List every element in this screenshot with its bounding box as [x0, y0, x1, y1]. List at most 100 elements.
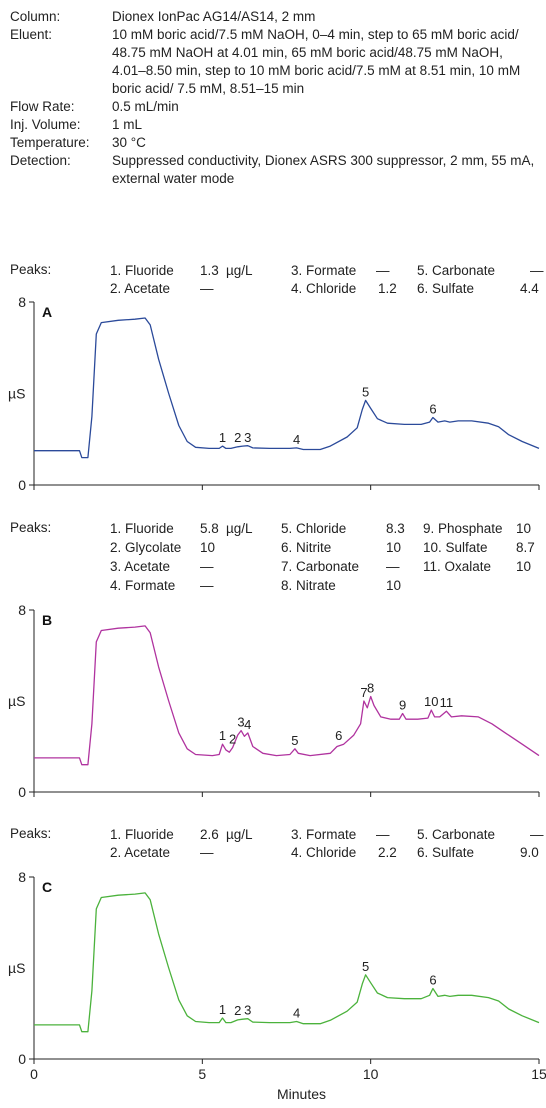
peak-value: — — [200, 559, 214, 574]
peak-number-label: 6 — [335, 728, 342, 743]
peak-number-label: 5 — [362, 384, 369, 399]
panel-letter: A — [42, 304, 52, 320]
peak-name: 6. Sulfate — [417, 281, 475, 296]
peak-number-label: 10 — [424, 694, 438, 709]
peak-value: 2.6 — [200, 827, 219, 842]
peak-number-label: 2 — [234, 1003, 241, 1018]
peak-value: — — [200, 578, 214, 593]
x-tick-label: 15 — [531, 1066, 546, 1082]
peak-number-label: 4 — [244, 717, 251, 732]
peak-name: 4. Formate — [110, 578, 176, 593]
peak-number-label: 2 — [229, 732, 236, 747]
peak-value: 1.2 — [378, 281, 397, 296]
y-tick-label: 0 — [18, 1051, 26, 1067]
peaks-label: Peaks: — [10, 262, 52, 277]
peak-name: 5. Chloride — [281, 521, 347, 536]
panel-letter: C — [42, 879, 52, 895]
condition-row-inj-volume: Inj. Volume: 1 mL — [10, 116, 540, 134]
condition-label: Detection: — [10, 153, 71, 168]
peak-value: — — [376, 263, 390, 278]
series-line-a — [34, 317, 540, 459]
condition-row-flow-rate: Flow Rate: 0.5 mL/min — [10, 98, 540, 116]
peak-name: 8. Nitrate — [281, 578, 336, 593]
peak-name: 4. Chloride — [291, 281, 357, 296]
peak-name: 2. Glycolate — [110, 540, 182, 555]
peak-number-label: 2 — [234, 430, 241, 445]
peak-name: 2. Acetate — [110, 281, 171, 296]
peak-name: 3. Formate — [291, 827, 357, 842]
peak-value: 10 — [516, 559, 532, 574]
condition-label: Flow Rate: — [10, 99, 75, 114]
series-line-b — [34, 625, 540, 766]
peak-name: 9. Phosphate — [423, 521, 503, 536]
peak-value: 2.2 — [378, 845, 397, 860]
peak-number-label: 3 — [237, 715, 244, 730]
peak-value: — — [530, 263, 544, 278]
peak-number-label: 6 — [429, 972, 436, 987]
peak-name: 1. Fluoride — [110, 263, 174, 278]
condition-value: 10 mM boric acid/7.5 mM NaOH, 0–4 min, s… — [112, 27, 521, 96]
peak-name: 5. Carbonate — [417, 263, 496, 278]
condition-label: Eluent: — [10, 27, 53, 42]
y-axis-label: µS — [8, 693, 25, 709]
peak-table-b: Peaks: 1. Fluoride 5.8 µg/L 2. Glycolate… — [10, 520, 546, 596]
peak-number-label: 3 — [244, 1003, 251, 1018]
condition-value: 30 °C — [112, 135, 146, 150]
condition-value: Dionex IonPac AG14/AS14, 2 mm — [112, 9, 316, 24]
y-tick-label: 8 — [18, 602, 26, 618]
y-tick-label: 0 — [18, 477, 26, 493]
x-tick-label: 5 — [198, 1066, 206, 1082]
peak-name: 1. Fluoride — [110, 827, 174, 842]
condition-value: Suppressed conductivity, Dionex ASRS 300… — [112, 153, 535, 186]
peak-unit: µg/L — [226, 827, 253, 842]
peak-value: 9.0 — [520, 845, 539, 860]
peak-name: 1. Fluoride — [110, 521, 174, 536]
peak-value: 5.8 — [200, 521, 219, 536]
condition-label: Inj. Volume: — [10, 117, 81, 132]
peak-name: 6. Sulfate — [417, 845, 475, 860]
condition-row-temperature: Temperature: 30 °C — [10, 134, 540, 152]
condition-label: Temperature: — [10, 135, 90, 150]
condition-value: 0.5 mL/min — [112, 99, 179, 114]
peak-table-a: Peaks: 1. Fluoride 1.3 µg/L 2. Acetate —… — [10, 262, 546, 302]
condition-row-column: Column: Dionex IonPac AG14/AS14, 2 mm — [10, 8, 540, 26]
panel-letter: B — [42, 612, 52, 628]
peak-name: 11. Oxalate — [423, 559, 492, 574]
peak-number-label: 1 — [219, 1002, 226, 1017]
peak-value: — — [376, 827, 390, 842]
peak-number-label: 3 — [244, 430, 251, 445]
x-axis-label: Minutes — [277, 1086, 326, 1102]
peak-name: 4. Chloride — [291, 845, 357, 860]
y-tick-label: 8 — [18, 869, 26, 885]
peak-number-label: 9 — [399, 698, 406, 713]
peak-name: 5. Carbonate — [417, 827, 496, 842]
peak-unit: µg/L — [226, 263, 253, 278]
series-line-c — [34, 892, 540, 1033]
condition-row-eluent: Eluent: 10 mM boric acid/7.5 mM NaOH, 0–… — [10, 26, 540, 98]
peaks-label: Peaks: — [10, 826, 52, 841]
peak-number-label: 8 — [367, 680, 374, 695]
condition-row-detection: Detection: Suppressed conductivity, Dion… — [10, 152, 540, 188]
peak-number-label: 4 — [293, 1005, 300, 1020]
peak-name: 7. Carbonate — [281, 559, 360, 574]
peak-number-label: 4 — [293, 432, 300, 447]
peak-value: 4.4 — [520, 281, 539, 296]
condition-label: Column: — [10, 9, 61, 24]
peak-value: 10 — [200, 540, 216, 555]
chromatography-conditions: Column: Dionex IonPac AG14/AS14, 2 mm El… — [10, 8, 540, 188]
peak-number-label: 6 — [429, 402, 436, 417]
peak-table-c: Peaks: 1. Fluoride 2.6 µg/L 2. Acetate —… — [10, 826, 546, 866]
peak-value: — — [386, 559, 400, 574]
peak-value: 1.3 — [200, 263, 219, 278]
peak-value: — — [200, 845, 214, 860]
peak-value: 10 — [386, 540, 402, 555]
y-tick-label: 0 — [18, 784, 26, 800]
condition-value: 1 mL — [112, 117, 143, 132]
y-axis-label: µS — [8, 386, 25, 402]
peak-value: 10 — [386, 578, 402, 593]
peak-number-label: 11 — [440, 695, 454, 710]
peak-name: 3. Acetate — [110, 559, 171, 574]
peak-value: 8.3 — [386, 521, 405, 536]
peak-value: 10 — [516, 521, 532, 536]
